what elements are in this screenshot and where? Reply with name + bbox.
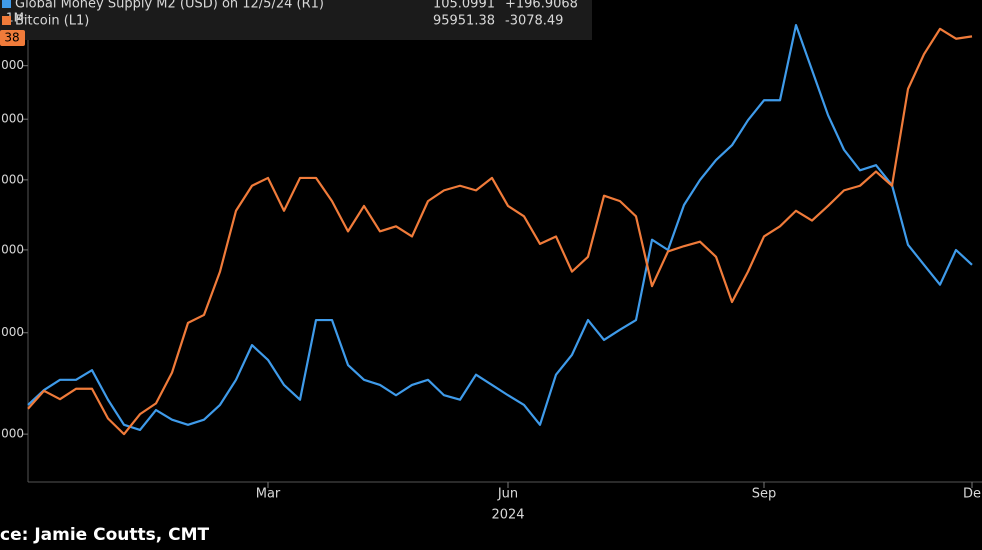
legend-box (0, 0, 592, 40)
line-series (27, 23, 973, 432)
x-tick-label: Sep (752, 487, 777, 502)
legend-change: -3078.49 (505, 14, 563, 29)
legend-change: +196.9068 (505, 0, 578, 12)
legend-swatch (2, 16, 11, 25)
y-tick-label: 000 (1, 112, 24, 126)
y-tick-label: 000 (1, 242, 24, 256)
legend-label: Global Money Supply M2 (USD) on 12/5/24 … (15, 0, 324, 12)
line-series (27, 27, 973, 436)
y-tick-label: 000 (1, 427, 24, 441)
y-tick-label: 000 (1, 325, 24, 339)
y-tick-label: 000 (1, 58, 24, 72)
year-label: 2024 (491, 508, 524, 523)
x-tick-label: Jun (497, 487, 518, 502)
source: ce: Jamie Coutts, CMT (0, 525, 210, 545)
x-tick-label: De (963, 487, 981, 502)
legend-last: 105.0991 (433, 0, 495, 12)
legend-swatch (2, 0, 11, 8)
x-tick-label: Mar (256, 487, 281, 502)
last-price-tag-box (0, 30, 25, 46)
last-price-tag: 38 (4, 31, 19, 45)
legend-last: 95951.38 (433, 14, 495, 29)
legend-label: Bitcoin (L1) (15, 14, 89, 29)
y-tick-label: 000 (1, 172, 24, 186)
